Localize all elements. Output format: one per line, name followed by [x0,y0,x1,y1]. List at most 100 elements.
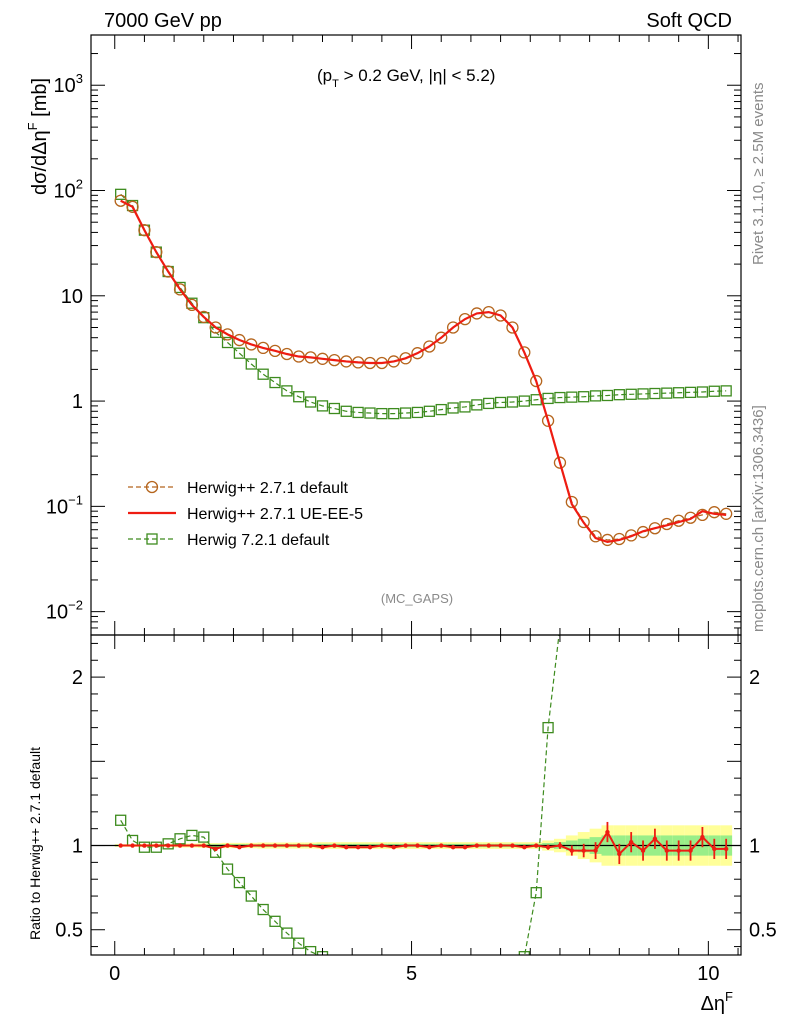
x-axis-title: ΔηF [701,989,733,1015]
data-point-0 [150,245,163,259]
ratio-tick-label-right: 1 [749,836,760,858]
mcplots-label: mcplots.cern.ch [arXiv:1306.3436] [750,405,767,632]
y-axis-title: dσ/dΔηF [mb] [25,78,51,195]
ratio-point-ue-ee-5 [688,848,693,853]
data-point-0 [268,344,282,357]
data-point-2 [483,397,495,410]
ratio-point-ue-ee-5 [486,843,491,848]
ratio-point-herwig7 [150,841,162,853]
data-point-0 [280,347,294,361]
ratio-point-ue-ee-5 [249,843,254,848]
ratio-point-ue-ee-5 [332,843,337,848]
ratio-point-ue-ee-5 [415,843,420,848]
x-tick-label: 5 [406,963,417,985]
data-point-2 [435,403,447,416]
data-point-0 [541,414,555,427]
ratio-point-herwig7 [293,937,305,949]
data-point-2 [673,387,685,399]
data-point-0 [245,338,258,351]
ratio-point-ue-ee-5 [439,843,444,848]
ratio-point-ue-ee-5 [700,834,705,840]
ratio-point-ue-ee-5 [510,843,515,848]
data-point-2 [388,407,400,420]
data-point-0 [162,265,175,278]
legend-marker [145,480,159,494]
data-point-2 [578,391,590,403]
data-point-2 [696,386,709,398]
data-point-2 [601,389,614,402]
ratio-point-ue-ee-5 [344,845,349,850]
data-point-2 [471,399,483,411]
ratio-point-ue-ee-5 [427,845,432,850]
ratio-point-ue-ee-5 [534,843,539,848]
ratio-point-ue-ee-5 [498,843,503,848]
data-point-0 [577,515,590,529]
ratio-point-herwig7 [304,945,317,955]
x-tick-label: 0 [109,963,120,985]
data-point-0 [636,525,650,539]
ratio-point-ue-ee-5 [201,843,206,848]
legend: Herwig++ 2.7.1 default Herwig++ 2.7.1 UE-… [128,480,363,549]
data-point-0 [458,313,472,326]
ratio-point-ue-ee-5 [581,848,586,853]
data-point-2 [399,407,412,419]
ratio-point-ue-ee-5 [177,843,183,848]
ratio-plot-frame [90,634,742,956]
data-point-2 [447,402,459,414]
ratio-point-ue-ee-5 [628,839,634,845]
ratio-point-ue-ee-5 [367,845,373,850]
header-left-label: 7000 GeV pp [104,10,222,32]
ratio-point-ue-ee-5 [617,851,622,857]
data-point-2 [257,368,269,380]
data-point-0 [435,331,448,344]
ratio-point-ue-ee-5 [474,843,480,848]
ratio-point-ue-ee-5 [664,848,669,853]
ratio-point-ue-ee-5 [379,843,385,848]
ratio-point-ue-ee-5 [118,843,123,848]
ratio-point-ue-ee-5 [545,845,551,850]
ratio-point-ue-ee-5 [605,829,610,835]
data-point-2 [542,392,554,405]
data-point-2 [613,389,625,401]
data-point-2 [328,402,341,415]
y-tick-label: 102 [54,177,83,203]
y-tick-label: 1 [72,391,83,413]
series-line-2 [120,193,727,415]
ratio-point-herwig7 [329,957,339,967]
ratio-point-ue-ee-5 [569,848,575,853]
ratio-point-ue-ee-5 [462,845,468,850]
data-point-0 [589,530,602,543]
y-tick-label: 10−2 [46,598,83,624]
ratio-point-ue-ee-5 [237,845,242,850]
ratio-line-ue-ee-5 [120,830,727,856]
ratio-point-herwig7 [186,829,198,842]
data-point-0 [138,224,151,237]
ratio-point-ue-ee-5 [154,843,159,848]
data-point-2 [269,376,281,389]
data-point-0 [494,309,507,322]
ratio-point-ue-ee-5 [130,843,135,848]
data-point-2 [625,388,637,400]
ratio-point-ue-ee-5 [723,846,729,852]
data-point-2 [518,395,530,407]
ratio-point-herwig7 [281,927,293,939]
legend-label: Herwig++ 2.7.1 UE-EE-5 [187,506,363,523]
ratio-tick-label: 1 [72,836,83,858]
ratio-point-ue-ee-5 [450,845,456,850]
data-point-0 [530,374,543,388]
ratio-point-ue-ee-5 [189,843,195,848]
ratio-point-ue-ee-5 [593,848,598,853]
data-point-2 [637,388,649,400]
data-point-0 [197,310,210,324]
data-point-0 [625,529,638,542]
data-point-0 [553,456,567,469]
data-point-2 [293,391,305,403]
ratio-tick-label: 2 [72,667,83,689]
legend-marker [146,533,158,545]
ratio-point-ue-ee-5 [225,843,230,848]
data-point-2 [304,396,317,408]
data-point-2 [459,401,471,413]
ratio-point-herwig7 [198,831,210,843]
ratio-point-herwig7 [542,721,554,734]
